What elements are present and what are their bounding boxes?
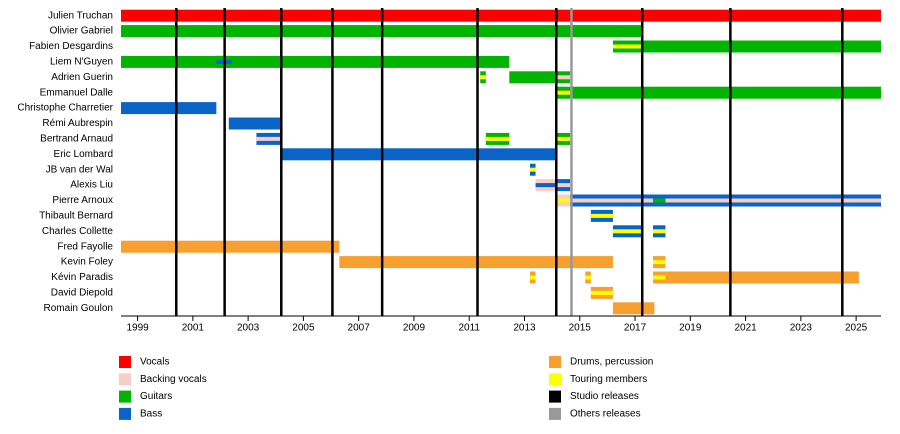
x-tick-label: 2011 — [458, 323, 480, 334]
legend-swatch — [119, 373, 131, 386]
period-stripe — [556, 198, 571, 203]
member-name: Rémi Aubrespin — [42, 118, 113, 129]
x-tick-label: 2001 — [182, 323, 205, 334]
legend-label: Vocals — [140, 357, 169, 368]
member-name: Kevin Foley — [61, 257, 113, 268]
legend-swatch — [549, 373, 561, 386]
member-name: Charles Collette — [42, 226, 114, 237]
legend-label: Bass — [140, 409, 162, 420]
member-name: Fabien Desgardins — [29, 41, 113, 52]
member-name: Alexis Liu — [70, 180, 113, 191]
legend-label: Backing vocals — [140, 374, 207, 385]
period-bar — [570, 86, 881, 99]
member-name: Adrien Guerin — [51, 72, 113, 83]
legend-swatch — [549, 407, 561, 420]
period-bar — [509, 71, 557, 84]
legend-swatch — [119, 390, 131, 403]
x-tick-label: 1999 — [126, 323, 149, 334]
period-stripe — [653, 275, 666, 280]
x-tick-label: 2019 — [679, 323, 702, 334]
period-stripe — [653, 229, 666, 234]
member-name: Pierre Arnoux — [52, 195, 113, 206]
x-tick-label: 2025 — [845, 323, 868, 334]
period-stripe — [556, 90, 571, 95]
period-stripe — [556, 136, 571, 141]
period-stripe — [556, 183, 571, 188]
x-tick-label: 2005 — [292, 323, 315, 334]
period-stripe — [590, 213, 613, 218]
period-bar — [121, 240, 340, 253]
period-bar — [612, 302, 655, 315]
member-name: Christophe Charretier — [17, 103, 113, 114]
legend-swatch — [549, 356, 561, 368]
period-stripe — [556, 75, 571, 80]
period-bar — [665, 271, 859, 284]
legend-swatch — [549, 390, 561, 403]
period-bar — [121, 9, 881, 22]
member-name: David Diepold — [51, 288, 113, 299]
period-stripe — [530, 275, 536, 280]
period-stripe — [480, 75, 486, 80]
member-name: Fred Fayolle — [57, 241, 113, 252]
legend-label: Others releases — [570, 409, 641, 420]
period-stripe — [590, 290, 613, 295]
member-name: Julien Truchan — [48, 10, 113, 21]
legend-swatch — [119, 356, 131, 368]
legend-swatch — [119, 407, 131, 420]
period-bar — [121, 55, 510, 68]
member-name: Romain Goulon — [44, 303, 113, 314]
period-stripe — [256, 136, 282, 141]
x-tick-label: 2003 — [237, 323, 260, 334]
member-name: Liem N'Guyen — [50, 57, 113, 68]
period-stripe — [653, 198, 666, 203]
x-tick-label: 2007 — [348, 323, 371, 334]
member-name: Emmanuel Dalle — [40, 87, 114, 98]
period-bar — [228, 117, 282, 130]
legend-label: Touring members — [570, 374, 647, 385]
period-stripe — [570, 198, 881, 203]
x-tick-label: 2015 — [569, 323, 592, 334]
period-bar — [643, 40, 881, 53]
x-tick-label: 2021 — [734, 323, 757, 334]
period-stripe — [612, 44, 644, 49]
x-tick-label: 2023 — [790, 323, 813, 334]
period-stripe — [653, 260, 666, 265]
period-stripe — [485, 136, 510, 141]
period-stripe — [535, 183, 557, 188]
member-name: Bertrand Arnaud — [40, 134, 113, 145]
period-bar — [121, 102, 217, 115]
member-name: JB van der Wal — [46, 164, 113, 175]
period-stripe — [530, 167, 536, 172]
member-name: Thibault Bernard — [39, 211, 113, 222]
legend-label: Studio releases — [570, 391, 639, 402]
member-name: Eric Lombard — [54, 149, 113, 160]
member-name: Kévin Paradis — [51, 272, 113, 283]
legend-label: Drums, percussion — [570, 357, 653, 368]
period-stripe — [585, 275, 591, 280]
period-bar — [339, 256, 613, 269]
member-name: Olivier Gabriel — [50, 26, 113, 37]
x-tick-label: 2013 — [513, 323, 536, 334]
x-tick-label: 2017 — [624, 323, 647, 334]
period-stripe — [612, 229, 644, 234]
x-tick-label: 2009 — [403, 323, 426, 334]
period-bar — [281, 148, 557, 161]
legend-label: Guitars — [140, 391, 172, 402]
